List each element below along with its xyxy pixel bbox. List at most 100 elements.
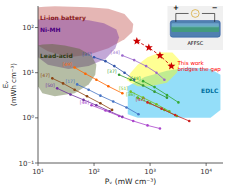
series-line [52,78,112,110]
wire [175,13,176,21]
point-marker [90,104,93,107]
inset-label: ~ [193,10,197,16]
point-marker [107,85,110,88]
chart: 10¹10²10³10⁴10⁻¹10⁰10¹10²Pᵥ (mW cm⁻³)Eᵥ(… [0,0,231,189]
point-marker [104,60,107,63]
point-marker [145,65,148,68]
point-marker [142,84,145,87]
series-line [122,56,164,80]
point-marker [118,115,121,118]
x-tick [94,163,95,166]
point-marker [86,95,89,98]
point-marker [132,120,135,123]
inset: +−~AFFSC [168,4,224,50]
point-marker [62,82,65,85]
point-marker [188,120,191,123]
series-line [137,41,172,66]
point-marker [87,88,90,91]
bulb [191,10,199,18]
series-line [148,102,190,121]
inset-label: AFFSC [187,40,203,46]
series [146,101,190,122]
x-axis-label: Pᵥ (mW cm⁻³) [105,177,156,186]
point-marker [123,71,126,74]
x-tick [206,163,207,166]
x-tick [150,163,151,166]
point-marker [137,113,140,116]
x-tick-label: 10² [88,168,100,176]
series-label: [35] [82,52,91,57]
y-tick-label: 10⁰ [22,114,34,122]
y-tick [35,27,38,28]
point-marker [121,54,124,57]
series [121,54,166,81]
series-line [57,88,122,117]
point-marker [73,66,76,69]
y-tick [35,72,38,73]
series-label: [17] [65,79,74,84]
point-marker [111,109,114,112]
y-tick-label: 10² [22,24,34,32]
series-line [131,92,170,112]
point-marker [121,92,124,95]
y-tick-label: 10⁻¹ [19,160,35,168]
x-tick [38,163,39,166]
x-tick-label: 10⁴ [200,168,212,176]
point-marker [56,87,59,90]
wire [176,13,189,14]
region-label: EDLC [201,87,219,94]
device-body [170,21,220,38]
point-marker [177,101,180,104]
series-line [143,81,178,102]
point-marker [174,114,177,117]
point-marker [163,78,166,81]
series-line [94,57,134,79]
x-tick-label: 10¹ [32,168,44,176]
axes: 10¹10²10³10⁴10⁻¹10⁰10¹10²Pᵥ (mW cm⁻³)Eᵥ(… [2,6,223,186]
point-marker [95,104,98,107]
x-axis-line [38,163,223,164]
series-line [75,68,123,94]
series [90,104,161,130]
point-marker [99,94,102,97]
region [38,44,96,96]
inset-label: − [212,4,218,12]
series [73,66,123,94]
series-label: [47] [41,73,50,78]
point-marker [93,56,96,59]
point-marker [153,90,156,93]
star-marker [133,37,141,45]
point-marker [118,73,121,76]
series-line [119,75,167,98]
series-line [77,84,138,114]
series-label: [48] [131,76,140,81]
point-marker [51,77,54,80]
point-marker [155,103,158,106]
plot-area [38,6,220,129]
point-marker [113,65,116,68]
point-marker [155,71,158,74]
series-label: [36] [126,92,135,97]
annotation: This workbridges the gap [176,60,221,73]
point-marker [166,96,169,99]
star-marker [167,62,175,70]
point-marker [84,72,87,75]
point-marker [125,106,128,109]
series [129,90,170,112]
series-label: [46] [80,100,89,105]
y-tick-label: 10¹ [22,69,34,77]
point-marker [159,127,162,130]
y-axis-label: Eᵥ(mWh cm⁻³) [2,63,18,106]
point-marker [146,101,149,104]
point-marker [153,86,156,89]
point-marker [142,80,145,83]
wire [202,13,215,14]
labels: Li-ion batteryEDLCNi-MHLead-acid[35][34]… [40,14,221,105]
point-marker [76,83,79,86]
device-highlight [172,23,219,27]
point-marker [73,88,76,91]
series-line [91,105,159,128]
y-tick [35,163,38,164]
region-label: Ni-MH [40,26,61,33]
point-marker [95,78,98,81]
